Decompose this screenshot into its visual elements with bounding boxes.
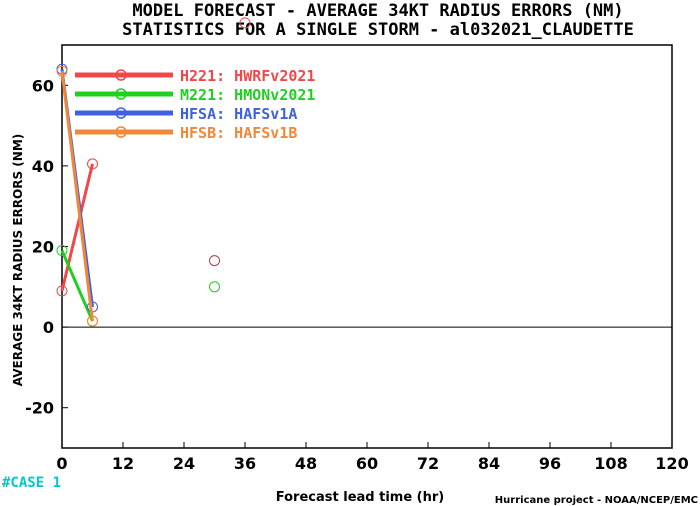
- data-point: [56, 65, 68, 77]
- data-point: [56, 285, 68, 297]
- x-tick-label: 84: [478, 454, 500, 473]
- x-tick-label: 48: [295, 454, 317, 473]
- y-tick-label: 60: [32, 76, 54, 95]
- y-axis-label: AVERAGE 34KT RADIUS ERRORS (NM): [11, 134, 25, 386]
- axes: [61, 44, 673, 449]
- isolated-point: [209, 255, 220, 267]
- isolated-point: [239, 17, 251, 29]
- legend-item: HFSB: HAFSv1B: [75, 124, 297, 142]
- data-point: [87, 315, 98, 327]
- legend-item: HFSA: HAFSv1A: [75, 105, 297, 123]
- y-tick-label: -20: [25, 399, 54, 418]
- legend-marker: [115, 107, 127, 119]
- legend-marker: [115, 69, 127, 81]
- x-tick-label: 0: [56, 454, 67, 473]
- y-ticks: -20 0 20 40 60: [25, 76, 68, 418]
- series-line: [60, 249, 94, 322]
- y-tick-label: 40: [32, 157, 54, 176]
- x-tick-label: 60: [356, 454, 378, 473]
- chart-title: MODEL FORECAST - AVERAGE 34KT RADIUS ERR…: [132, 1, 623, 21]
- y-tick-label: 0: [43, 318, 54, 337]
- legend-item: H221: HWRFv2021: [75, 67, 315, 85]
- legend-label: HFSB: HAFSv1B: [180, 124, 297, 142]
- legend-item: M221: HMONv2021: [75, 86, 315, 104]
- series-layer: [56, 17, 251, 327]
- case-label: #CASE 1: [2, 475, 61, 491]
- x-tick-label: 96: [539, 454, 561, 473]
- x-tick-label: 108: [594, 454, 627, 473]
- x-tick-label: 120: [655, 454, 688, 473]
- x-tick-label: 36: [234, 454, 256, 473]
- x-tick-label: 24: [173, 454, 195, 473]
- x-tick-label: 72: [417, 454, 439, 473]
- series-1: [56, 158, 98, 297]
- x-tick-label: 12: [112, 454, 134, 473]
- legend-label: M221: HMONv2021: [180, 86, 315, 104]
- legend-label: HFSA: HAFSv1A: [180, 105, 297, 123]
- isolated-point: [209, 281, 220, 293]
- legend-label: H221: HWRFv2021: [180, 67, 315, 85]
- credit-text: Hurricane project - NOAA/NCEP/EMC: [495, 495, 698, 506]
- chart-subtitle: STATISTICS FOR A SINGLE STORM - al032021…: [122, 20, 634, 40]
- series-4: [56, 65, 98, 327]
- data-point: [56, 245, 68, 257]
- plot-frame: [61, 44, 673, 449]
- legend-marker: [115, 88, 127, 100]
- series-line: [60, 71, 94, 322]
- legend-marker: [115, 126, 127, 138]
- x-ticks: 0 12 24 36 48 60 72 84 96 108 120: [56, 442, 689, 473]
- y-tick-label: 20: [32, 238, 54, 257]
- x-axis-label: Forecast lead time (hr): [276, 490, 444, 505]
- data-point: [87, 158, 98, 170]
- series-line: [60, 163, 94, 292]
